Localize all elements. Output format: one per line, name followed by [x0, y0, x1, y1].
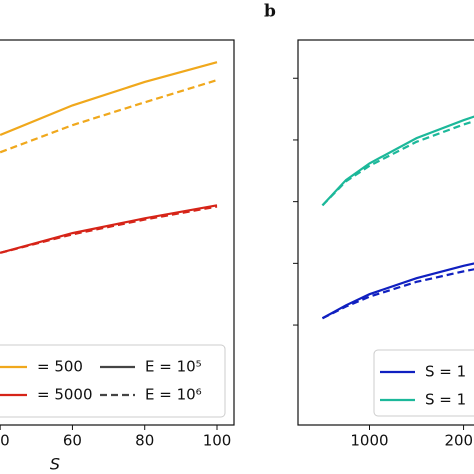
x-tick-label: 80 [135, 432, 154, 450]
legend-label: = 500 [37, 358, 83, 376]
line-series [0, 79, 218, 154]
axes-frame [0, 39, 235, 426]
legend-label: S = 1 [425, 363, 466, 381]
legend-label: E = 10⁵ [145, 358, 202, 376]
x-tick-label: 100 [203, 432, 232, 450]
legend-label: = 5000 [37, 386, 93, 404]
x-tick-label: 40 [0, 432, 10, 450]
line-series [0, 205, 218, 254]
line-series [321, 120, 474, 207]
x-tick-label: 1000 [350, 432, 388, 450]
chart-title: b [264, 2, 276, 22]
legend-box [0, 344, 226, 418]
axes-frame [297, 39, 474, 426]
legend-label: E = 10⁶ [145, 386, 202, 404]
legend-label: S = 1 [425, 391, 466, 409]
line-series [321, 268, 474, 320]
line-series [321, 115, 474, 207]
x-axis-label: S [50, 455, 60, 474]
x-tick-label: 60 [63, 432, 82, 450]
line-series [0, 61, 218, 137]
x-tick-label: 2000 [444, 432, 474, 450]
